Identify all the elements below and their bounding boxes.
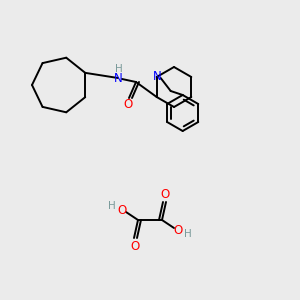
Text: O: O xyxy=(117,203,127,217)
Text: O: O xyxy=(123,98,133,112)
Text: O: O xyxy=(173,224,183,236)
Text: N: N xyxy=(114,71,122,85)
Text: H: H xyxy=(184,229,192,239)
Text: O: O xyxy=(160,188,169,200)
Text: N: N xyxy=(153,70,162,83)
Text: H: H xyxy=(115,64,123,74)
Text: O: O xyxy=(130,239,140,253)
Text: H: H xyxy=(108,201,116,211)
